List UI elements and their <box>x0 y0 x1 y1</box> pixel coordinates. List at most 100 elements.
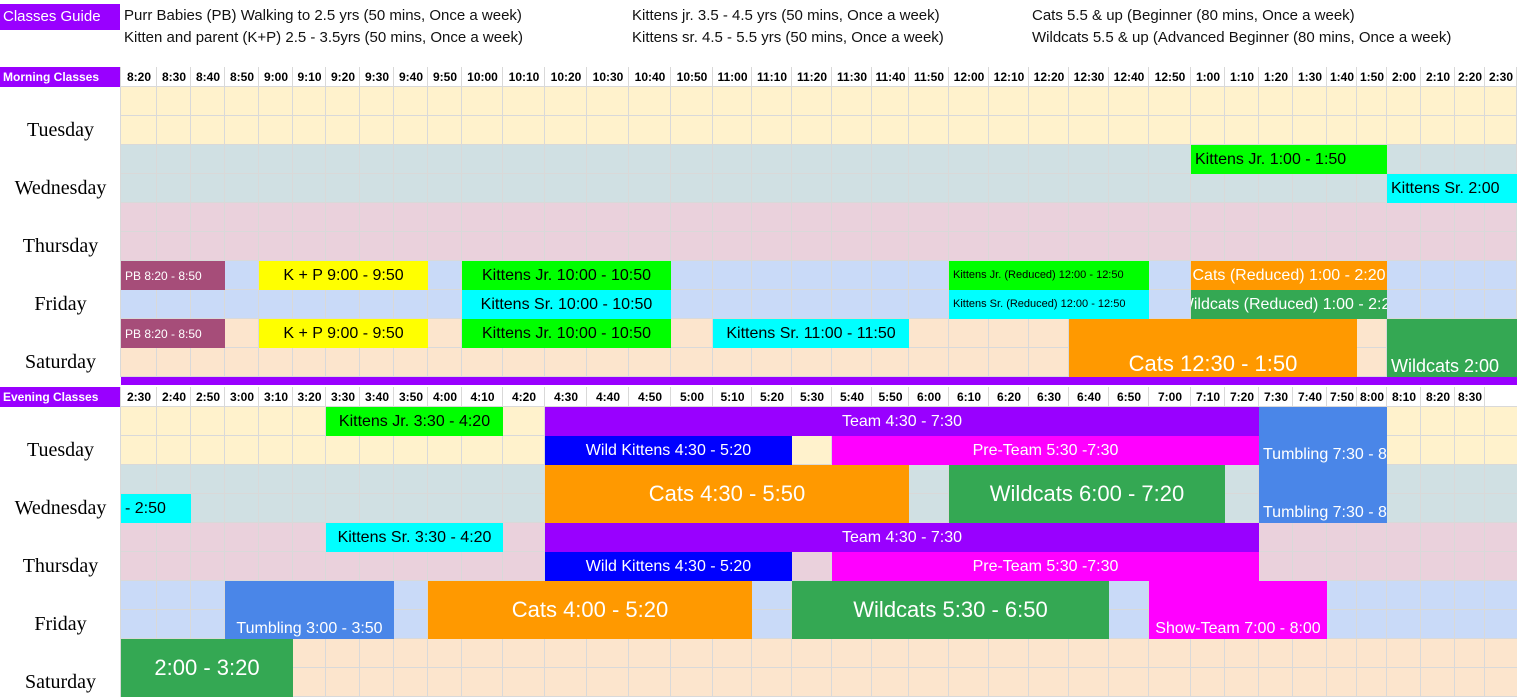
evening-time-col[interactable]: 8:10 <box>1387 387 1421 407</box>
guide-cats[interactable]: Cats 5.5 & up (Beginner (80 mins, Once a… <box>1032 7 1355 24</box>
morning-class-block[interactable]: Kittens Sr. 2:00 <box>1387 174 1517 203</box>
morning-time-col[interactable]: 9:00 <box>259 67 293 87</box>
evening-time-col[interactable]: 4:50 <box>629 387 671 407</box>
evening-class-block[interactable]: Show-Team 7:00 - 8:00 <box>1149 581 1327 639</box>
evening-time-col[interactable]: 7:20 <box>1225 387 1259 407</box>
morning-day-label-tuesday[interactable]: Tuesday <box>26 119 95 141</box>
evening-time-col[interactable]: 7:00 <box>1149 387 1191 407</box>
guide-kittens-jr[interactable]: Kittens jr. 3.5 - 4.5 yrs (50 mins, Once… <box>632 7 940 24</box>
morning-time-col[interactable]: 10:10 <box>503 67 545 87</box>
evening-time-col[interactable]: 7:40 <box>1293 387 1327 407</box>
morning-time-col[interactable]: 2:20 <box>1455 67 1485 87</box>
evening-time-col[interactable]: 2:50 <box>191 387 225 407</box>
evening-time-col[interactable]: 5:40 <box>832 387 872 407</box>
morning-class-block[interactable]: Wildcats (Reduced) 1:00 - 2:20 <box>1191 290 1387 319</box>
evening-time-col[interactable]: 2:40 <box>157 387 191 407</box>
guide-kittens-sr[interactable]: Kittens sr. 4.5 - 5.5 yrs (50 mins, Once… <box>632 29 944 46</box>
evening-time-col[interactable]: 4:40 <box>587 387 629 407</box>
morning-day-label-thursday[interactable]: Thursday <box>22 235 99 257</box>
morning-class-block[interactable]: K + P 9:00 - 9:50 <box>259 261 428 290</box>
morning-class-block[interactable]: Kittens Jr. (Reduced) 12:00 - 12:50 <box>949 261 1149 290</box>
evening-time-col[interactable]: 3:50 <box>394 387 428 407</box>
morning-time-col[interactable]: 8:20 <box>121 67 157 87</box>
morning-time-col[interactable]: 8:30 <box>157 67 191 87</box>
morning-class-block[interactable]: K + P 9:00 - 9:50 <box>259 319 428 348</box>
guide-wildcats[interactable]: Wildcats 5.5 & up (Advanced Beginner (80… <box>1032 29 1452 46</box>
evening-class-block[interactable]: Pre-Team 5:30 -7:30 <box>832 552 1259 581</box>
evening-time-col[interactable]: 8:20 <box>1421 387 1455 407</box>
morning-time-col[interactable]: 11:00 <box>713 67 752 87</box>
evening-time-col[interactable]: 7:10 <box>1191 387 1225 407</box>
evening-class-block[interactable]: Tumbling 7:30 - 8:20 <box>1259 407 1387 465</box>
morning-time-col[interactable]: 10:50 <box>671 67 713 87</box>
evening-time-col[interactable]: 3:00 <box>225 387 259 407</box>
morning-time-col[interactable]: 12:30 <box>1069 67 1109 87</box>
morning-time-col[interactable]: 9:50 <box>428 67 462 87</box>
morning-time-col[interactable]: 10:40 <box>629 67 671 87</box>
evening-class-block[interactable]: Cats 4:00 - 5:20 <box>428 581 752 639</box>
morning-time-col[interactable]: 10:20 <box>545 67 587 87</box>
evening-class-block[interactable]: Tumbling 7:30 - 8:20 <box>1259 465 1387 523</box>
evening-class-block[interactable]: Cats 4:30 - 5:50 <box>545 465 909 523</box>
evening-time-col[interactable]: 8:30 <box>1455 387 1485 407</box>
morning-time-col[interactable]: 9:30 <box>360 67 394 87</box>
morning-time-col[interactable]: 10:00 <box>462 67 503 87</box>
morning-time-col[interactable]: 12:00 <box>949 67 989 87</box>
morning-time-col[interactable]: 9:20 <box>326 67 360 87</box>
evening-class-block[interactable]: Kittens Sr. 3:30 - 4:20 <box>326 523 503 552</box>
morning-class-block[interactable]: Cats (Reduced) 1:00 - 2:20 <box>1191 261 1387 290</box>
morning-class-block[interactable]: Kittens Sr. (Reduced) 12:00 - 12:50 <box>949 290 1149 319</box>
morning-day-label-wednesday[interactable]: Wednesday <box>14 177 107 199</box>
evening-time-col[interactable]: 3:40 <box>360 387 394 407</box>
evening-day-label-friday[interactable]: Friday <box>34 613 87 635</box>
evening-time-col[interactable]: 3:10 <box>259 387 293 407</box>
evening-time-col[interactable]: 6:40 <box>1069 387 1109 407</box>
evening-time-col[interactable]: 5:00 <box>671 387 713 407</box>
evening-time-col[interactable]: 4:10 <box>462 387 503 407</box>
morning-class-block[interactable]: PB 8:20 - 8:50 <box>121 261 225 290</box>
evening-time-col[interactable]: 4:00 <box>428 387 462 407</box>
morning-time-col[interactable]: 8:40 <box>191 67 225 87</box>
morning-time-col[interactable]: 1:30 <box>1293 67 1327 87</box>
evening-day-label-thursday[interactable]: Thursday <box>22 555 99 577</box>
morning-time-col[interactable]: 9:40 <box>394 67 428 87</box>
evening-time-col[interactable]: 6:30 <box>1029 387 1069 407</box>
morning-class-block[interactable]: Kittens Sr. 10:00 - 10:50 <box>462 290 671 319</box>
morning-time-col[interactable]: 1:50 <box>1357 67 1387 87</box>
evening-class-block[interactable]: Wild Kittens 4:30 - 5:20 <box>545 552 792 581</box>
evening-class-block[interactable]: Team 4:30 - 7:30 <box>545 523 1259 552</box>
evening-time-col[interactable]: 3:30 <box>326 387 360 407</box>
morning-classes-label[interactable]: Morning Classes <box>0 67 121 87</box>
evening-time-col[interactable]: 5:50 <box>872 387 909 407</box>
evening-time-col[interactable]: 5:20 <box>752 387 792 407</box>
morning-time-col[interactable]: 11:10 <box>752 67 792 87</box>
evening-time-col[interactable]: 7:50 <box>1327 387 1357 407</box>
morning-day-label-friday[interactable]: Friday <box>34 293 87 315</box>
morning-time-col[interactable]: 12:20 <box>1029 67 1069 87</box>
morning-time-col[interactable]: 11:50 <box>909 67 949 87</box>
evening-time-col[interactable]: 2:30 <box>121 387 157 407</box>
evening-time-col[interactable]: 4:30 <box>545 387 587 407</box>
morning-class-block[interactable]: Kittens Jr. 10:00 - 10:50 <box>462 319 671 348</box>
morning-time-col[interactable]: 12:10 <box>989 67 1029 87</box>
evening-time-col[interactable]: 6:20 <box>989 387 1029 407</box>
evening-class-block[interactable]: Kittens Jr. 3:30 - 4:20 <box>326 407 503 436</box>
morning-class-block[interactable]: PB 8:20 - 8:50 <box>121 319 225 348</box>
morning-time-col[interactable]: 1:10 <box>1225 67 1259 87</box>
morning-time-col[interactable]: 2:30 <box>1485 67 1517 87</box>
morning-class-block[interactable]: Kittens Jr. 1:00 - 1:50 <box>1191 145 1387 174</box>
morning-time-col[interactable]: 10:30 <box>587 67 629 87</box>
morning-time-col[interactable]: 9:10 <box>293 67 326 87</box>
morning-time-col[interactable]: 1:00 <box>1191 67 1225 87</box>
morning-time-col[interactable]: 1:20 <box>1259 67 1293 87</box>
evening-time-col[interactable]: 6:00 <box>909 387 949 407</box>
morning-time-col[interactable]: 2:10 <box>1421 67 1455 87</box>
morning-class-block[interactable]: Kittens Jr. 10:00 - 10:50 <box>462 261 671 290</box>
guide-pb[interactable]: Purr Babies (PB) Walking to 2.5 yrs (50 … <box>124 7 522 24</box>
morning-day-label-saturday[interactable]: Saturday <box>24 351 97 373</box>
evening-class-block[interactable]: Team 4:30 - 7:30 <box>545 407 1259 436</box>
evening-time-col[interactable]: 3:20 <box>293 387 326 407</box>
morning-time-col[interactable]: 12:50 <box>1149 67 1191 87</box>
evening-class-block[interactable]: 2:00 - 3:20 <box>121 639 293 697</box>
morning-time-col[interactable]: 11:30 <box>832 67 872 87</box>
